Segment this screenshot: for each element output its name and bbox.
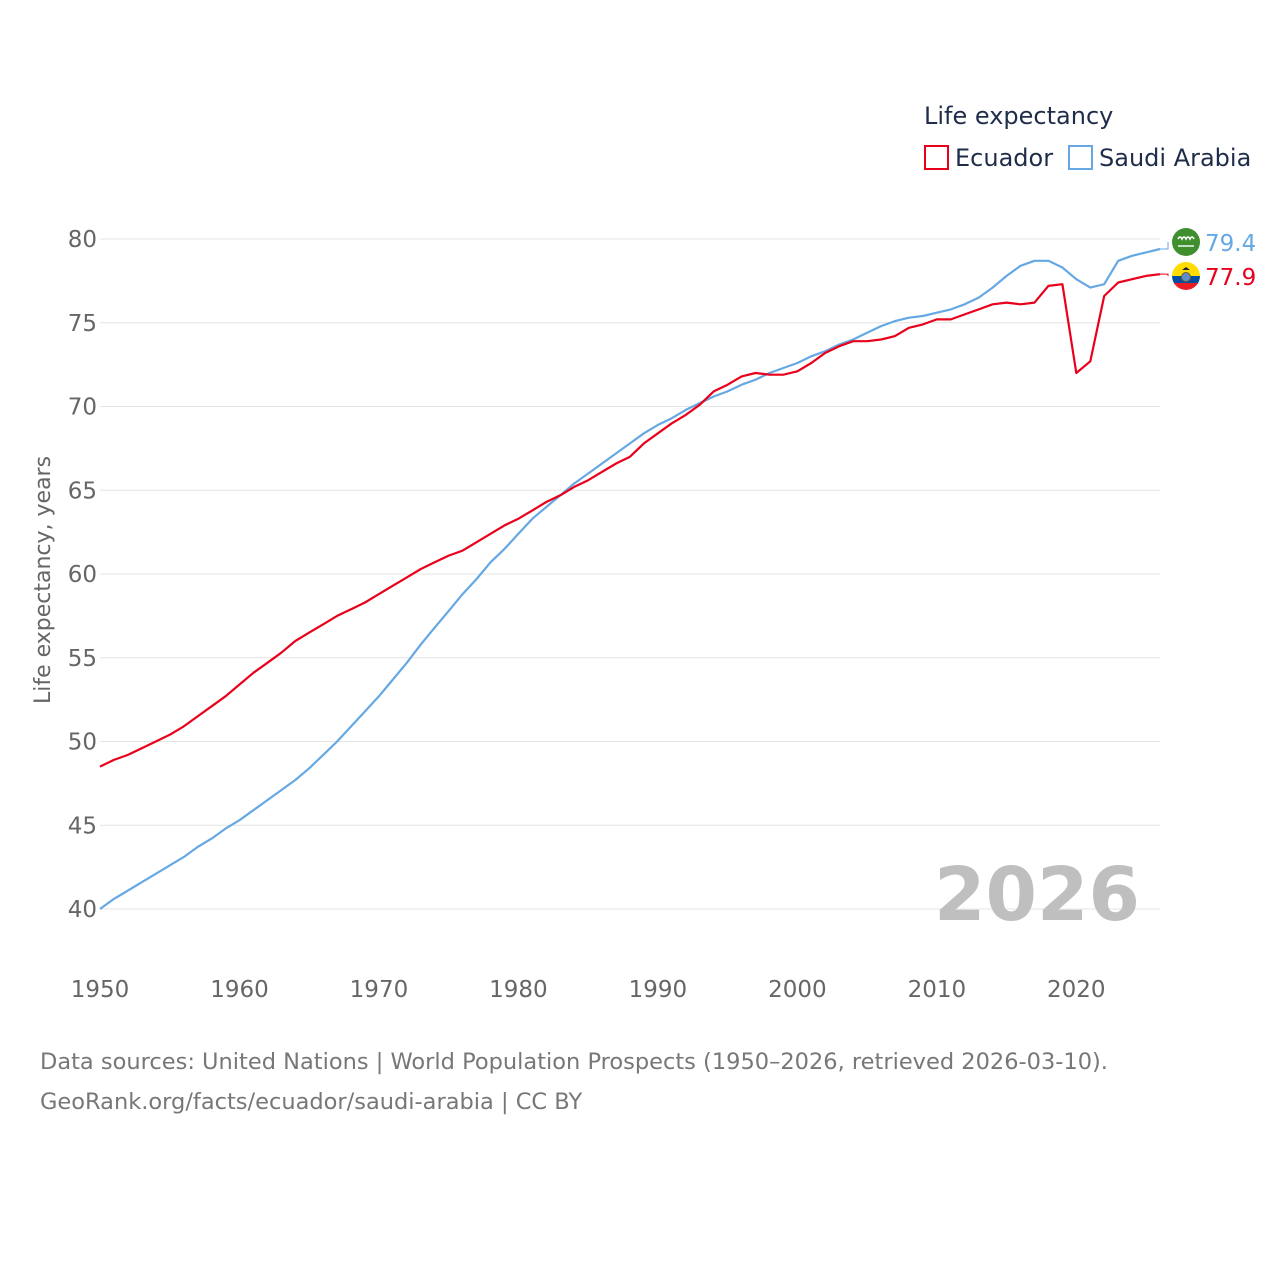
y-tick-label: 65 xyxy=(68,478,97,504)
life-expectancy-chart: 80 75 70 65 60 55 50 45 40 1950 1960 1970 1980 1990 2… xyxy=(31,102,1256,1003)
x-tick-label: 1980 xyxy=(489,977,548,1003)
y-axis-ticks: 80 75 70 65 60 55 50 45 40 xyxy=(68,227,97,923)
x-tick-label: 1990 xyxy=(629,977,688,1003)
legend-item-ecuador[interactable]: Ecuador xyxy=(924,144,1053,172)
y-axis-label: Life expectancy, years xyxy=(31,456,56,704)
end-labels: 77.9 79.4 xyxy=(1160,228,1256,291)
y-tick-label: 75 xyxy=(68,311,97,337)
source-notes: Data sources: United Nations | World Pop… xyxy=(40,1042,1260,1122)
saudi-arabia-flag-icon xyxy=(1172,228,1200,256)
x-tick-label: 2010 xyxy=(908,977,967,1003)
y-tick-label: 55 xyxy=(68,646,97,672)
legend-swatch-ecuador xyxy=(924,145,949,170)
legend-title: Life expectancy xyxy=(924,102,1113,130)
legend-label-saudi-arabia: Saudi Arabia xyxy=(1099,144,1251,172)
legend-item-saudi-arabia[interactable]: Saudi Arabia xyxy=(1068,144,1251,172)
y-tick-label: 60 xyxy=(68,562,97,588)
attribution-line: GeoRank.org/facts/ecuador/saudi-arabia |… xyxy=(40,1089,583,1115)
y-tick-label: 45 xyxy=(68,813,97,839)
y-tick-label: 50 xyxy=(68,730,97,756)
end-connector xyxy=(1160,273,1169,276)
y-tick-label: 70 xyxy=(68,395,97,421)
gridlines xyxy=(100,238,1160,910)
legend-label-ecuador: Ecuador xyxy=(955,144,1053,172)
x-tick-label: 1970 xyxy=(350,977,409,1003)
year-watermark: 2026 xyxy=(934,852,1140,938)
end-value-label: 77.9 xyxy=(1205,265,1256,291)
x-axis-ticks: 1950 1960 1970 1980 1990 2000 2010 2020 xyxy=(71,977,1106,1003)
x-tick-label: 1950 xyxy=(71,977,130,1003)
legend: Life expectancy Ecuador Saudi Arabia xyxy=(924,102,1251,172)
y-tick-label: 40 xyxy=(68,897,97,923)
series-lines xyxy=(99,247,1161,910)
x-tick-label: 2020 xyxy=(1047,977,1106,1003)
legend-swatch-saudi-arabia xyxy=(1068,145,1093,170)
source-line: Data sources: United Nations | World Pop… xyxy=(40,1049,1108,1075)
x-tick-label: 2000 xyxy=(768,977,827,1003)
x-tick-label: 1960 xyxy=(210,977,269,1003)
ecuador-flag-icon xyxy=(1172,262,1200,290)
y-tick-label: 80 xyxy=(68,227,97,253)
series-line-saudi-arabia xyxy=(99,247,1161,910)
end-value-label: 79.4 xyxy=(1205,231,1256,257)
end-connector xyxy=(1160,242,1169,250)
series-line-ecuador xyxy=(99,273,1161,768)
